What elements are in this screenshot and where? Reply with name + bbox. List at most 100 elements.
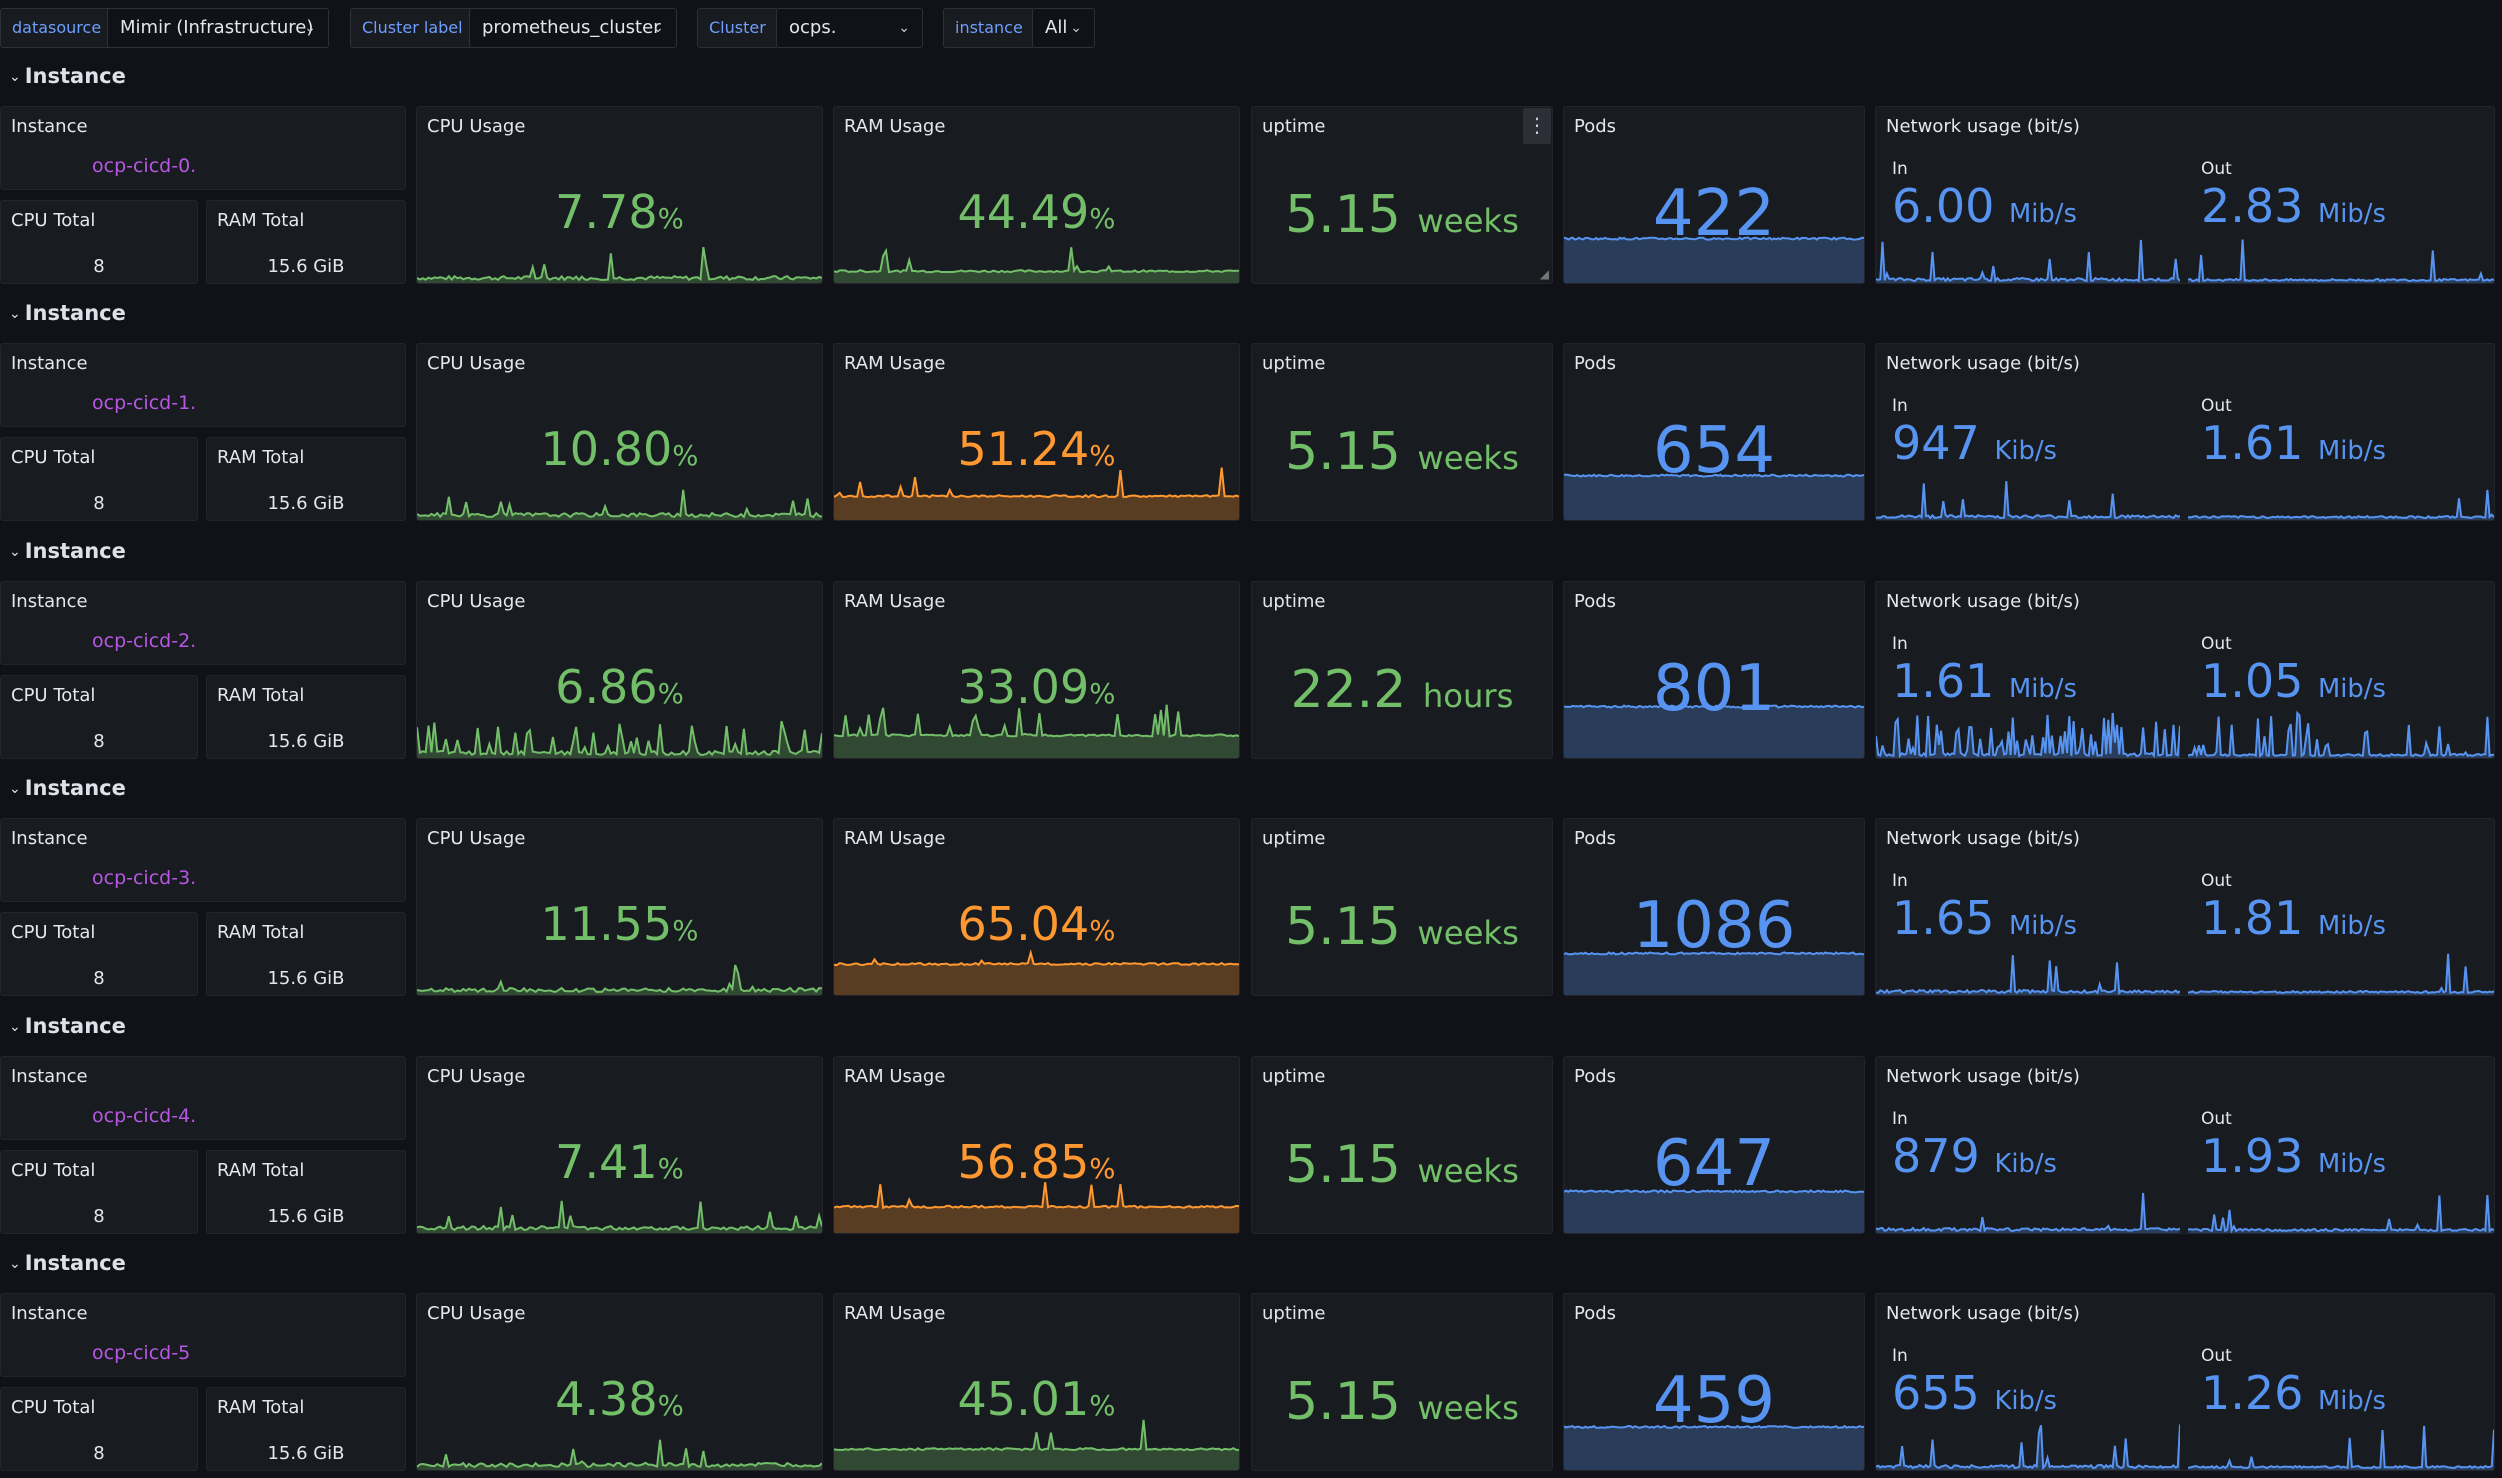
net-in-value: 1.61 Mib/s (1892, 654, 2077, 708)
panel-title: Instance (11, 1065, 88, 1087)
cpu-usage-panel[interactable]: CPU Usage 10.80% (416, 343, 823, 522)
cluster-label-select[interactable]: prometheus_cluster ⌄ (469, 8, 677, 48)
instance-name-panel[interactable]: Instance ocp-cicd-2. (0, 580, 406, 665)
cpu-usage-panel[interactable]: CPU Usage 7.41% (416, 1055, 823, 1234)
network-usage-panel[interactable]: Network usage (bit/s) In 947 Kib/s Out 1.… (1875, 343, 2495, 522)
datasource-select[interactable]: Mimir (Infrastructure) ⌄ (107, 8, 329, 48)
network-usage-panel[interactable]: Network usage (bit/s) In 1.65 Mib/s Out 1… (1875, 818, 2495, 997)
net-out-number: 1.61 (2201, 416, 2304, 471)
ram-usage-panel[interactable]: RAM Usage 33.09% (833, 580, 1240, 759)
row-header-instance[interactable]: ⌄ Instance (0, 1245, 126, 1281)
net-out-label: Out (2201, 633, 2232, 654)
uptime-panel[interactable]: uptime 5.15 weeks (1251, 1055, 1553, 1234)
net-out-unit: Mib/s (2318, 199, 2386, 229)
cpu-usage-panel[interactable]: CPU Usage 6.86% (416, 580, 823, 759)
resize-handle-icon[interactable]: ◢ (1539, 267, 1549, 281)
uptime-panel[interactable]: uptime 5.15 weeks (1251, 1293, 1553, 1471)
uptime-panel[interactable]: uptime 5.15 weeks (1251, 818, 1553, 997)
ram-total-panel[interactable]: RAM Total 15.6 GiB (206, 912, 406, 997)
ram-total-panel[interactable]: RAM Total 15.6 GiB (206, 674, 406, 759)
cpu-usage-value: 11.55% (417, 897, 822, 951)
instance-name-panel[interactable]: Instance ocp-cicd-0. (0, 106, 406, 190)
uptime-number: 22.2 (1290, 659, 1407, 720)
net-in-unit: Mib/s (2009, 673, 2077, 704)
net-in-unit: Mib/s (2009, 199, 2077, 229)
cpu-usage-panel[interactable]: CPU Usage 4.38% (416, 1293, 823, 1471)
ram-total-panel[interactable]: RAM Total 15.6 GiB (206, 1387, 406, 1471)
network-usage-panel[interactable]: Network usage (bit/s) In 1.61 Mib/s Out 1… (1875, 580, 2495, 759)
cpu-usage-value: 7.41% (417, 1135, 822, 1189)
ram-total-panel[interactable]: RAM Total 15.6 GiB (206, 1149, 406, 1234)
panel-title: uptime (1262, 353, 1326, 375)
ram-usage-panel[interactable]: RAM Usage 44.49% (833, 106, 1240, 284)
ram-total-panel[interactable]: RAM Total 15.6 GiB (206, 200, 406, 284)
sparkline-chart (834, 247, 1239, 283)
pods-panel[interactable]: Pods 459 (1563, 1293, 1865, 1471)
panel-title: RAM Total (217, 922, 305, 944)
cpu-usage-unit: % (672, 914, 699, 948)
panel-title: CPU Total (11, 447, 96, 469)
uptime-panel[interactable]: uptime 5.15 weeks ⋮ ◢ (1251, 106, 1553, 284)
network-usage-panel[interactable]: Network usage (bit/s) In 6.00 Mib/s Out 2… (1875, 106, 2495, 284)
row-header-instance[interactable]: ⌄ Instance (0, 533, 126, 569)
panel-title: RAM Total (217, 684, 305, 706)
pods-panel[interactable]: Pods 647 (1563, 1055, 1865, 1234)
cluster-value: ocps. (789, 17, 837, 38)
ram-usage-panel[interactable]: RAM Usage 45.01% (833, 1293, 1240, 1471)
ram-usage-panel[interactable]: RAM Usage 56.85% (833, 1055, 1240, 1234)
cpu-total-panel[interactable]: CPU Total 8 (0, 912, 198, 997)
pods-panel[interactable]: Pods 801 (1563, 580, 1865, 759)
network-usage-panel[interactable]: Network usage (bit/s) In 655 Kib/s Out 1.… (1875, 1293, 2495, 1471)
instance-name-panel[interactable]: Instance ocp-cicd-5 (0, 1293, 406, 1377)
pods-panel[interactable]: Pods 654 (1563, 343, 1865, 522)
sparkline-chart (834, 704, 1239, 758)
panel-title: Pods (1574, 116, 1617, 137)
pods-value: 422 (1652, 177, 1776, 251)
pods-value: 1086 (1632, 889, 1796, 964)
sparkline-chart (417, 964, 822, 996)
cluster-select[interactable]: ocps. ⌄ (776, 8, 923, 48)
uptime-value: 5.15 weeks (1252, 422, 1552, 482)
ram-usage-number: 65.04 (957, 897, 1090, 952)
sparkline-chart (1564, 951, 1864, 996)
cpu-usage-unit: % (657, 676, 684, 710)
cpu-total-panel[interactable]: CPU Total 8 (0, 1387, 198, 1471)
sparkline-chart (1564, 704, 1864, 758)
pods-panel[interactable]: Pods 422 (1563, 106, 1865, 284)
ram-usage-number: 51.24 (957, 422, 1090, 477)
sparkline-chart (417, 490, 822, 521)
instance-name-panel[interactable]: Instance ocp-cicd-4. (0, 1055, 406, 1140)
pods-panel[interactable]: Pods 1086 (1563, 818, 1865, 997)
cpu-total-panel[interactable]: CPU Total 8 (0, 437, 198, 522)
uptime-panel[interactable]: uptime 5.15 weeks (1251, 343, 1553, 522)
uptime-panel[interactable]: uptime 22.2 hours (1251, 580, 1553, 759)
row-header-instance[interactable]: ⌄ Instance (0, 1008, 126, 1044)
net-out-label: Out (2201, 396, 2232, 417)
ram-usage-value: 33.09% (834, 660, 1239, 714)
cpu-total-panel[interactable]: CPU Total 8 (0, 200, 198, 284)
panel-title: CPU Total (11, 684, 96, 706)
instance-select[interactable]: All ⌄ (1032, 8, 1095, 48)
cpu-total-panel[interactable]: CPU Total 8 (0, 674, 198, 759)
ram-usage-panel[interactable]: RAM Usage 65.04% (833, 818, 1240, 997)
instance-name-panel[interactable]: Instance ocp-cicd-1. (0, 343, 406, 428)
cpu-total-panel[interactable]: CPU Total 8 (0, 1149, 198, 1234)
cpu-usage-panel[interactable]: CPU Usage 11.55% (416, 818, 823, 997)
net-out-value: 2.83 Mib/s (2201, 179, 2386, 233)
cpu-usage-panel[interactable]: CPU Usage 7.78% (416, 106, 823, 284)
cpu-usage-number: 7.78 (555, 185, 658, 239)
ram-total-panel[interactable]: RAM Total 15.6 GiB (206, 437, 406, 522)
instance-name-panel[interactable]: Instance ocp-cicd-3. (0, 818, 406, 903)
kebab-menu-icon[interactable]: ⋮ (1523, 108, 1551, 144)
panel-title: RAM Total (217, 210, 305, 231)
row-header-instance[interactable]: ⌄ Instance (0, 770, 126, 806)
net-in-value: 6.00 Mib/s (1892, 179, 2077, 233)
network-usage-panel[interactable]: Network usage (bit/s) In 879 Kib/s Out 1.… (1875, 1055, 2495, 1234)
row-title: Instance (24, 776, 126, 801)
ram-usage-value: 44.49% (834, 185, 1239, 239)
row-header-instance[interactable]: ⌄ Instance (0, 58, 126, 94)
ram-usage-panel[interactable]: RAM Usage 51.24% (833, 343, 1240, 522)
cpu-usage-unit: % (657, 1151, 684, 1185)
uptime-unit: weeks (1417, 439, 1519, 478)
row-header-instance[interactable]: ⌄ Instance (0, 295, 126, 331)
